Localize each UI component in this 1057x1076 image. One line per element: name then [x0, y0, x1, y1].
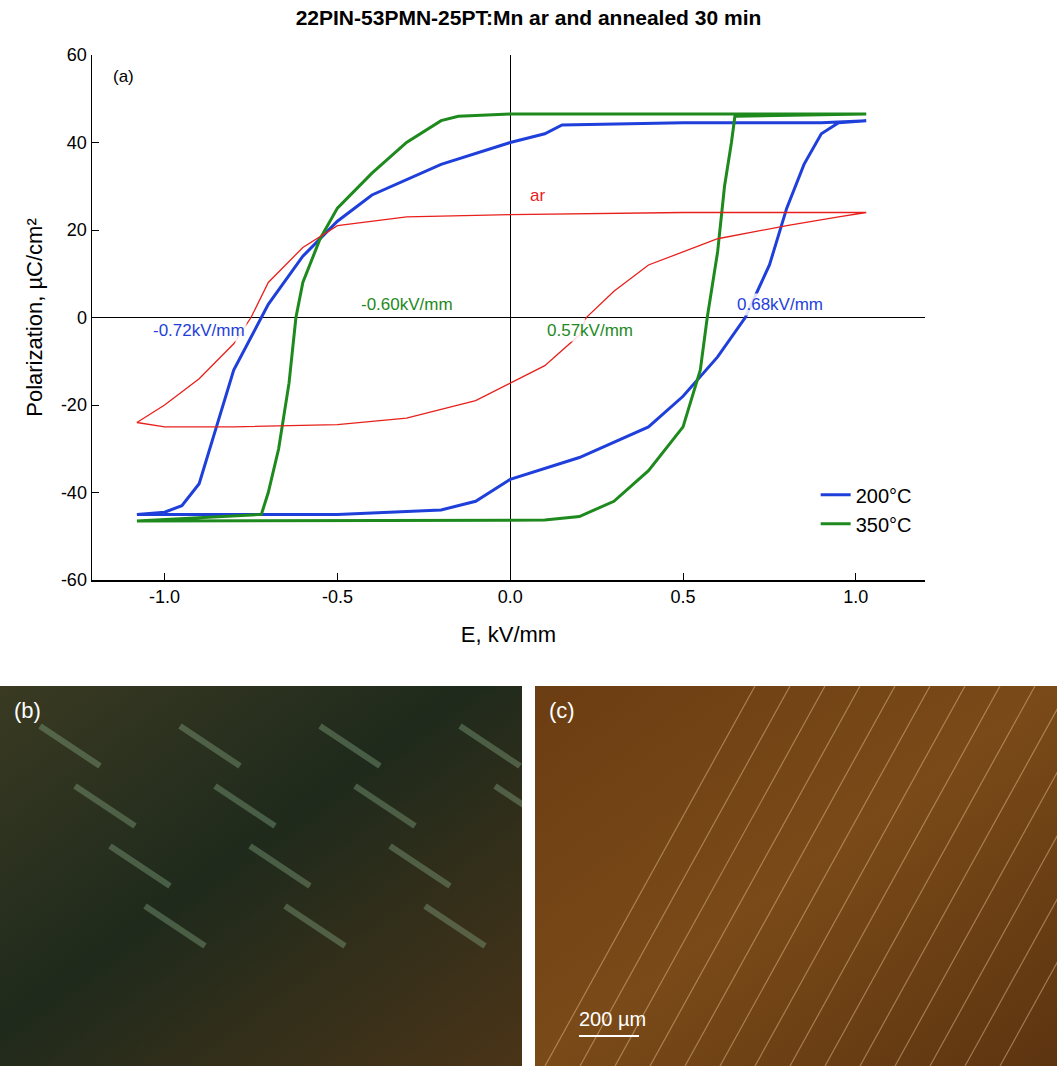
svg-text:200°C: 200°C: [856, 485, 912, 507]
svg-text:200 µm: 200 µm: [579, 1008, 646, 1030]
svg-text:40: 40: [67, 133, 87, 153]
svg-text:E, kV/mm: E, kV/mm: [461, 622, 556, 647]
svg-text:-0.5: -0.5: [322, 587, 353, 607]
svg-text:350°C: 350°C: [856, 514, 912, 536]
svg-text:20: 20: [67, 220, 87, 240]
svg-text:-20: -20: [61, 395, 87, 415]
svg-text:-1.0: -1.0: [149, 587, 180, 607]
svg-text:22PIN-53PMN-25PT:Mn ar and ann: 22PIN-53PMN-25PT:Mn ar and annealed 30 m…: [296, 6, 762, 29]
svg-text:0.5: 0.5: [671, 587, 696, 607]
svg-text:Polarization, µC/cm²: Polarization, µC/cm²: [22, 218, 47, 417]
svg-text:0.57kV/mm: 0.57kV/mm: [547, 321, 633, 340]
svg-text:0: 0: [77, 308, 87, 328]
svg-text:(c): (c): [549, 698, 575, 723]
svg-text:0.0: 0.0: [498, 587, 523, 607]
svg-text:-60: -60: [61, 570, 87, 590]
svg-text:-40: -40: [61, 483, 87, 503]
svg-text:-0.60kV/mm: -0.60kV/mm: [361, 295, 453, 314]
svg-text:ar: ar: [530, 186, 545, 205]
svg-text:-0.72kV/mm: -0.72kV/mm: [153, 321, 245, 340]
svg-text:0.68kV/mm: 0.68kV/mm: [737, 295, 823, 314]
svg-text:(a): (a): [113, 67, 134, 86]
svg-text:(b): (b): [14, 698, 41, 723]
svg-text:1.0: 1.0: [843, 587, 868, 607]
svg-text:60: 60: [67, 45, 87, 65]
